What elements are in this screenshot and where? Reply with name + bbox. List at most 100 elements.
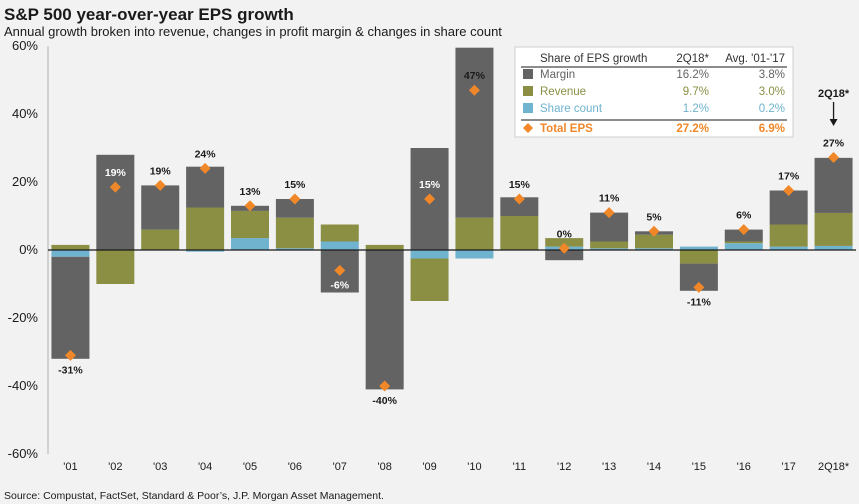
bar-revenue-08	[365, 244, 404, 250]
x-tick-label: '15	[692, 461, 706, 473]
total-eps-marker-09	[424, 193, 436, 205]
x-tick-label: '13	[602, 461, 616, 473]
total-eps-marker-17	[783, 185, 795, 196]
x-tick-label: '02	[108, 461, 122, 473]
legend-current-margin: 16.2%	[676, 69, 709, 81]
bar-margin-02	[96, 154, 135, 250]
bar-revenue-05	[231, 210, 269, 239]
total-eps-marker-12	[558, 242, 570, 254]
y-tick-label: 40%	[12, 106, 38, 121]
legend-name-total-eps: Total EPS	[540, 123, 593, 135]
bar-margin-10	[455, 47, 494, 218]
x-tick-label: 2Q18*	[818, 461, 850, 473]
total-eps-label-06: 15%	[284, 179, 306, 191]
total-eps-label-01: -31%	[58, 364, 83, 376]
bar-revenue-2q18	[814, 212, 853, 246]
data-labels: -31% 19% 19% 24% 13% 15% -6% -40% 15% 47% 15% 0% 11%…	[58, 70, 845, 407]
total-eps-marker-06	[289, 193, 301, 205]
total-eps-label-08: -40%	[372, 395, 397, 407]
annotation-arrowhead	[829, 119, 838, 126]
legend-current-revenue: 9.7%	[683, 86, 709, 98]
bar-share-count-14	[635, 248, 673, 250]
legend-box	[514, 46, 794, 138]
total-eps-label-09: 15%	[419, 179, 441, 191]
x-tick-label: '07	[333, 461, 347, 473]
legend-name-share-count: Share count	[540, 103, 603, 115]
total-eps-label-13: 11%	[599, 193, 620, 205]
total-eps-label-04: 24%	[195, 148, 217, 160]
bar-revenue-17	[769, 224, 808, 247]
y-tick-label: 60%	[12, 38, 38, 53]
legend-average-total-eps: 6.9%	[759, 123, 785, 135]
total-eps-label-11: 15%	[509, 179, 531, 191]
bar-revenue-01	[51, 244, 90, 250]
total-eps-markers	[64, 84, 840, 392]
bar-margin-06	[275, 199, 314, 218]
total-eps-marker-11	[513, 193, 525, 205]
y-tick-label: -60%	[8, 446, 39, 461]
bar-margin-03	[141, 185, 180, 230]
chart-subtitle: Annual growth broken into revenue, chang…	[4, 24, 502, 39]
total-eps-label-12: 0%	[557, 228, 573, 240]
bar-share-count-01	[51, 250, 90, 257]
bar-revenue-11	[500, 216, 539, 250]
total-eps-label-14: 5%	[646, 211, 662, 223]
total-eps-marker-14	[648, 225, 660, 237]
x-tick-label: '16	[737, 461, 751, 473]
y-tick-label: 0%	[19, 242, 38, 257]
bar-share-count-07	[320, 241, 359, 250]
total-eps-marker-01	[64, 349, 76, 361]
total-eps-marker-08	[379, 380, 391, 392]
legend-header-average: Avg. '01-'17	[725, 53, 785, 65]
bar-share-count-17	[769, 246, 808, 250]
bar-revenue-03	[141, 229, 180, 250]
legend-marker-margin	[523, 69, 533, 79]
legend-current-share-count: 1.2%	[683, 103, 709, 115]
total-eps-marker-15	[693, 281, 705, 293]
bar-share-count-15	[679, 246, 718, 250]
x-tick-label: '09	[422, 461, 436, 473]
x-tick-label: '17	[781, 461, 795, 473]
bar-revenue-07	[320, 224, 359, 242]
bar-share-count-06	[275, 248, 314, 250]
bar-revenue-04	[186, 207, 225, 250]
total-eps-marker-03	[154, 179, 166, 191]
bar-revenue-06	[275, 217, 314, 249]
legend-marker-total-eps	[523, 123, 533, 133]
total-eps-marker-16	[738, 224, 750, 236]
legend-header-current: 2Q18*	[676, 53, 709, 65]
total-eps-marker-13	[603, 207, 615, 219]
x-tick-label: '12	[557, 461, 571, 473]
bar-share-count-10	[455, 250, 494, 259]
legend-marker-revenue	[523, 86, 533, 96]
x-tick-label: '06	[288, 461, 302, 473]
bar-share-count-13	[590, 248, 629, 250]
bar-revenue-12	[545, 238, 584, 247]
legend-average-revenue: 3.0%	[759, 86, 785, 98]
x-tick-label: '05	[243, 461, 257, 473]
legend-current-total-eps: 27.2%	[676, 123, 709, 135]
x-tick-label: '08	[377, 461, 391, 473]
annotation: 2Q18*	[818, 88, 850, 126]
bar-revenue-16	[724, 241, 763, 244]
annotation-label: 2Q18*	[818, 88, 850, 100]
legend: Share of EPS growth 2Q18* Avg. '01-'17 Marg…	[514, 46, 794, 138]
bar-revenue-02	[96, 250, 135, 284]
y-axis: 60% 40% 20% 0% -20% -40% -60%	[8, 38, 49, 461]
total-eps-marker-07	[334, 264, 346, 276]
legend-header-label: Share of EPS growth	[540, 53, 647, 65]
bar-share-count-04	[186, 250, 225, 252]
bar-margin-12	[545, 250, 584, 261]
bar-share-count-2q18	[814, 245, 853, 250]
y-tick-label: -20%	[8, 310, 39, 325]
total-eps-label-07: -6%	[330, 279, 349, 291]
bar-revenue-13	[590, 241, 629, 249]
legend-name-revenue: Revenue	[540, 86, 586, 98]
legend-name-margin: Margin	[540, 69, 575, 81]
x-tick-label: '11	[513, 461, 527, 473]
bar-revenue-10	[455, 217, 494, 250]
bar-share-count-05	[231, 238, 269, 250]
x-tick-label: '14	[647, 461, 661, 473]
bar-margin-2q18	[814, 157, 853, 213]
